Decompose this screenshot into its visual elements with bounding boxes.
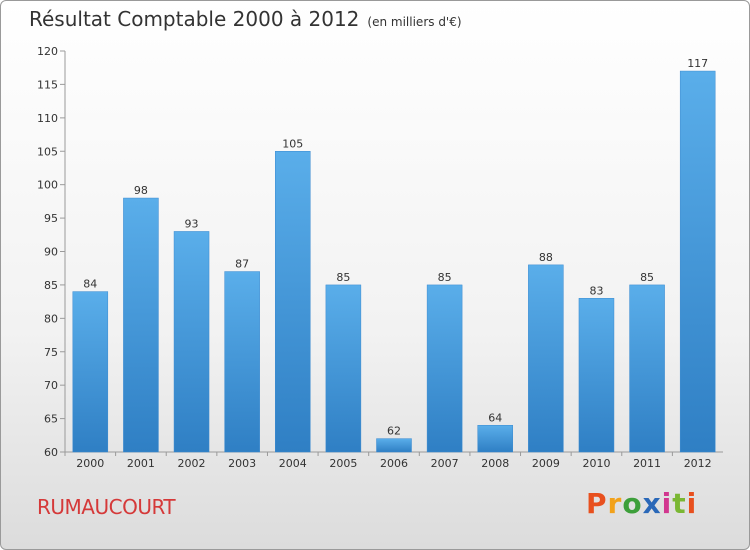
bar — [578, 298, 615, 453]
y-tick-label: 80 — [44, 312, 58, 325]
y-tick-label: 100 — [37, 179, 58, 192]
commune-name: RUMAUCOURT — [37, 495, 176, 519]
x-tick-label: 2002 — [178, 457, 206, 470]
x-tick-label: 2005 — [329, 457, 357, 470]
chart-subtitle: (en milliers d'€) — [367, 15, 462, 29]
y-tick-label: 75 — [44, 346, 58, 359]
y-tick-label: 115 — [37, 78, 58, 91]
x-tick-label: 2010 — [582, 457, 610, 470]
bar — [679, 70, 716, 453]
data-label: 85 — [336, 271, 350, 284]
data-label: 87 — [235, 258, 249, 271]
bar — [275, 151, 311, 453]
x-tick-label: 2007 — [431, 457, 459, 470]
data-label: 64 — [488, 411, 502, 424]
x-tick-label: 2012 — [684, 457, 712, 470]
y-tick-label: 110 — [37, 112, 58, 125]
y-tick-label: 90 — [44, 246, 58, 259]
bar — [426, 284, 463, 453]
bar — [224, 271, 260, 453]
data-label: 85 — [438, 271, 452, 284]
bar — [173, 231, 210, 453]
data-label: 88 — [539, 251, 553, 264]
x-tick-label: 2008 — [481, 457, 509, 470]
bar — [477, 425, 513, 453]
y-tick-label: 65 — [44, 413, 58, 426]
y-tick-label: 85 — [44, 279, 58, 292]
x-tick-label: 2006 — [380, 457, 408, 470]
data-label: 84 — [83, 278, 97, 291]
x-tick-label: 2004 — [279, 457, 307, 470]
x-tick-label: 2000 — [76, 457, 104, 470]
data-label: 83 — [589, 284, 603, 297]
bar — [123, 197, 159, 453]
bar — [72, 291, 109, 453]
x-tick-label: 2003 — [228, 457, 256, 470]
bar — [376, 438, 412, 453]
y-tick-label: 105 — [37, 145, 58, 158]
x-tick-label: 2011 — [633, 457, 661, 470]
data-label: 62 — [387, 425, 401, 438]
x-tick-label: 2009 — [532, 457, 560, 470]
y-tick-label: 70 — [44, 379, 58, 392]
data-label: 117 — [687, 57, 708, 70]
proxiti-logo: Proxiti — [586, 487, 698, 520]
bar — [528, 264, 564, 453]
y-tick-label: 120 — [37, 45, 58, 58]
y-tick-label: 95 — [44, 212, 58, 225]
data-label: 98 — [134, 184, 148, 197]
chart-title: Résultat Comptable 2000 à 2012 (en millie… — [29, 7, 462, 31]
x-tick-label: 2001 — [127, 457, 155, 470]
y-tick-label: 60 — [44, 446, 58, 459]
data-label: 85 — [640, 271, 654, 284]
data-label: 105 — [282, 137, 303, 150]
bar — [325, 284, 362, 453]
bar — [629, 284, 665, 453]
data-label: 93 — [185, 217, 199, 230]
